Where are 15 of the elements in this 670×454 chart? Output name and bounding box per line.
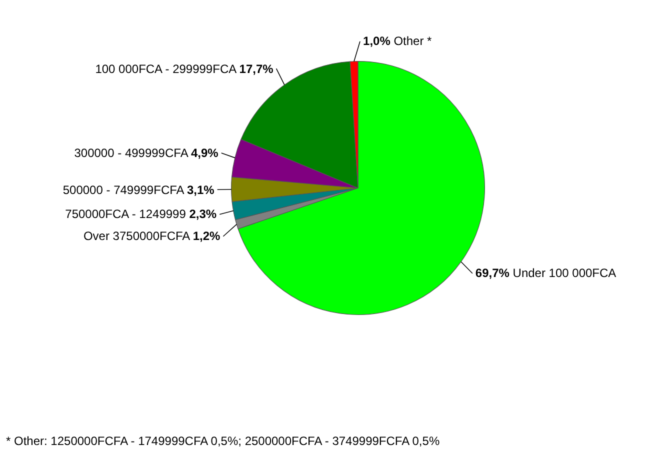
data-label: 17,7% bbox=[239, 62, 274, 76]
data-label: 69,7% bbox=[475, 266, 510, 280]
slice-label: 100 000FCA - 299999FCA bbox=[95, 62, 238, 76]
text: * Other: 1250000FCFA - 1749999CFA 0,5%; 2500000FCFA - 3749999FCFA 0,5% bbox=[6, 434, 440, 448]
data-label: 1,0% bbox=[363, 34, 390, 48]
data-label: 4,9% bbox=[191, 146, 218, 160]
slice-label: Under 100 000FCA bbox=[512, 266, 616, 280]
slice-label: 300000 - 499999CFA bbox=[74, 146, 190, 160]
slice-label: 750000FCA - 1249999 bbox=[65, 207, 187, 222]
data-label: 1,2% bbox=[192, 229, 220, 244]
data-label: 2,3% bbox=[189, 207, 217, 222]
slice-label: 500000 - 749999FCFA bbox=[62, 182, 186, 197]
data-label: 3,1% bbox=[186, 182, 214, 197]
slice-label: Over 3750000FCFA bbox=[83, 229, 191, 244]
slice-label: Other * bbox=[392, 34, 432, 48]
